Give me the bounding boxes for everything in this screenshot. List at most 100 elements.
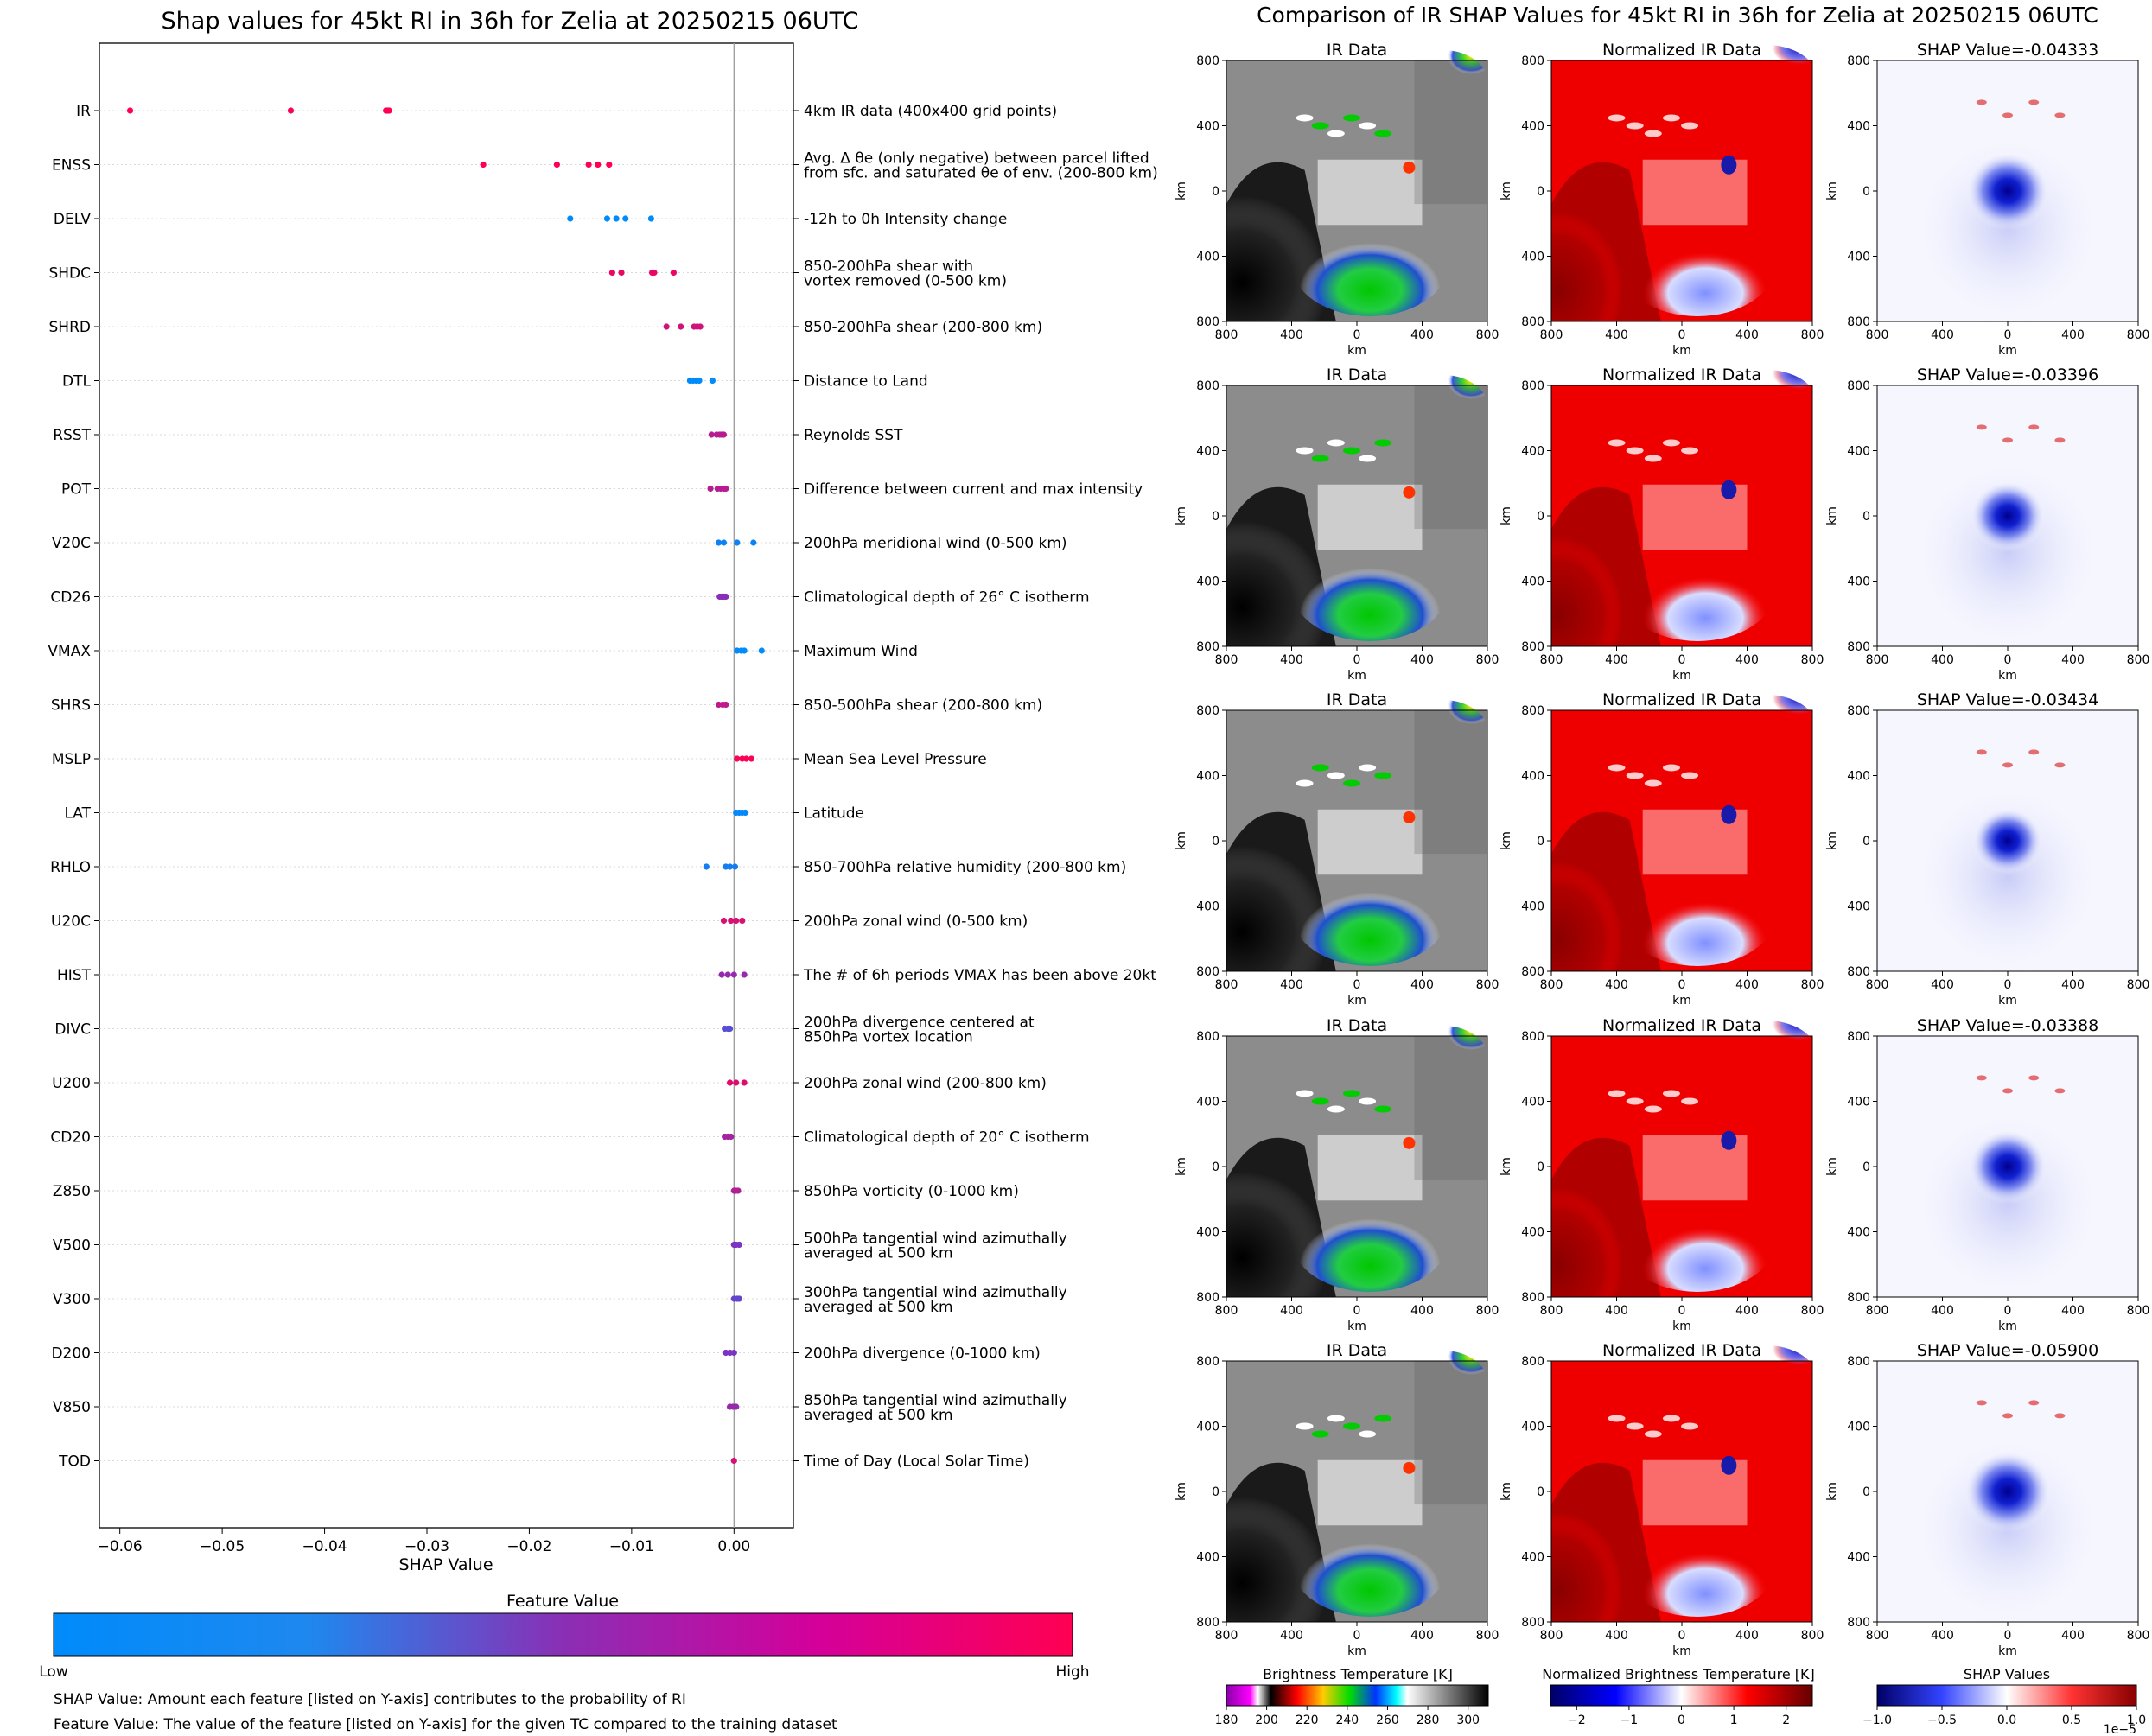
feature-desc-enss: from sfc. and saturated θe of env. (200-… (804, 165, 1158, 182)
panel-y-tick-label: 400 (1521, 1096, 1544, 1110)
panel-y-tick-label: 400 (1196, 1421, 1219, 1434)
panel-x-tick-label: 800 (1476, 653, 1499, 667)
shap-point-cd20 (728, 1133, 735, 1141)
panel-y-axis-label: km (1175, 831, 1188, 850)
x-tick-label: −0.03 (404, 1538, 449, 1555)
feature-code-shrs: SHRS (51, 697, 91, 715)
norm-cloud-fleck (1644, 1430, 1662, 1438)
panel-x-tick-label: 800 (1801, 978, 1824, 992)
footnote-feature: Feature Value: The value of the feature … (54, 1716, 837, 1733)
panel-y-tick-label: 400 (1196, 900, 1219, 914)
normalized-ir-panel: 80080040040000400400800800kmkmNormalized… (1499, 690, 1824, 1008)
panel-y-axis-label: km (1825, 181, 1839, 200)
panel-y-tick-label: 400 (1847, 251, 1870, 264)
norm-cloud-fleck (1626, 1422, 1644, 1430)
panel-y-tick-label: 800 (1521, 379, 1544, 393)
feature-code-vmax: VMAX (48, 643, 91, 660)
panel-y-tick-label: 800 (1521, 54, 1544, 68)
norm-cold-spot (1721, 804, 1737, 824)
panel-y-axis-label: km (1175, 181, 1188, 200)
shap-point-enss (585, 161, 592, 169)
feature-description-labels: 4km IR data (400x400 grid points) Avg. Δ … (803, 103, 1158, 1471)
panel-x-axis-label: km (1672, 1319, 1691, 1333)
panel-y-tick-label: 400 (1521, 120, 1544, 134)
shap-point-rsst (708, 431, 715, 438)
ir-cloud-fleck (1359, 1430, 1377, 1438)
panel-x-axis-label: km (1347, 669, 1366, 683)
norm-cloud-fleck (1681, 122, 1699, 130)
panel-y-tick-label: 800 (1847, 1030, 1870, 1044)
shap-point-ir (287, 107, 295, 114)
panel-y-tick-label: 800 (1196, 965, 1219, 979)
panel-x-tick-label: 400 (1931, 653, 1954, 667)
panel-y-tick-label: 800 (1847, 1355, 1870, 1369)
feature-desc-ir: 4km IR data (400x400 grid points) (804, 103, 1057, 120)
panel-x-tick-label: 400 (2061, 653, 2085, 667)
panel-x-tick-label: 0 (1353, 653, 1361, 667)
panel-x-tick-label: 800 (1801, 1629, 1824, 1643)
panel-x-tick-label: 800 (1215, 653, 1238, 667)
norm-convection-top (1713, 1345, 1818, 1414)
feature-code-cd20: CD20 (50, 1129, 91, 1147)
feature-gradient-bar (53, 1612, 1073, 1657)
panel-x-tick-label: 400 (1280, 978, 1303, 992)
panel-x-tick-label: 0 (1353, 1304, 1361, 1318)
colorbar-tick-label: 2 (1782, 1714, 1790, 1727)
feature-desc-lat: Latitude (804, 805, 864, 823)
panel-y-tick-label: 0 (1212, 835, 1219, 849)
ir-convection (1291, 1512, 1448, 1617)
norm-cloud-fleck (1644, 130, 1662, 137)
feature-code-divc: DIVC (54, 1021, 91, 1039)
shap-point-u20c (739, 917, 746, 925)
bt-colorbar-label: Brightness Temperature [K] (1263, 1666, 1453, 1682)
colorbar-ticks: 180 200 220 240 260 280 300 −2 −1 0 1 2 −1.0 −0.5 0.0 0… (1215, 1706, 2146, 1727)
x-tick-label: −0.06 (98, 1538, 143, 1555)
shap-point-delv (613, 215, 620, 222)
shap-point-v20c (715, 539, 723, 546)
norm-cold-spot (1721, 1455, 1737, 1475)
shap-point-vmax (741, 647, 748, 654)
shap-point-cd26 (723, 593, 729, 601)
ir-cloud-fleck (1359, 764, 1377, 772)
shap-map-title: SHAP Value=-0.05900 (1917, 1341, 2098, 1360)
panel-y-tick-label: 0 (1537, 185, 1544, 199)
shap-point-hist (724, 971, 731, 978)
panel-x-tick-label: 400 (1931, 978, 1954, 992)
panel-y-tick-label: 0 (1212, 1161, 1219, 1174)
shap-positive-fleck (1976, 99, 1987, 105)
shap-point-ir (385, 107, 392, 114)
panel-x-tick-label: 400 (1280, 653, 1303, 667)
shap-positive-fleck (2054, 1088, 2066, 1094)
panel-x-tick-label: 800 (1801, 328, 1824, 342)
panel-x-tick-label: 400 (1410, 978, 1434, 992)
shap-positive-fleck (2002, 1088, 2013, 1094)
ir-dark-strip (1414, 1361, 1487, 1505)
panel-y-tick-label: 800 (1196, 315, 1219, 329)
feature-code-rhlo: RHLO (50, 859, 91, 876)
bt-colorbar (1226, 1684, 1489, 1707)
panel-y-tick-label: 400 (1196, 1551, 1219, 1565)
panel-x-tick-label: 800 (2127, 653, 2150, 667)
panel-x-tick-label: 0 (1678, 978, 1686, 992)
ir-hot-spot (1403, 161, 1416, 174)
panel-y-tick-label: 400 (1847, 1551, 1870, 1565)
shap-point-divc (726, 1025, 734, 1033)
panel-y-tick-label: 800 (1196, 54, 1219, 68)
panel-y-tick-label: 400 (1521, 900, 1544, 914)
panel-y-tick-label: 0 (1862, 1485, 1870, 1499)
panel-y-tick-label: 400 (1196, 251, 1219, 264)
norm-cloud-fleck (1681, 447, 1699, 455)
feature-desc-rhlo: 850-700hPa relative humidity (200-800 km… (804, 859, 1126, 876)
panel-y-tick-label: 800 (1847, 640, 1870, 654)
panel-x-axis-label: km (1998, 1319, 2017, 1333)
panel-y-tick-label: 400 (1847, 900, 1870, 914)
norm-convection-top (1713, 1020, 1818, 1089)
footnote-shap: SHAP Value: Amount each feature [listed … (54, 1691, 686, 1708)
shap-point-mslp (748, 755, 755, 762)
shap-positive-fleck (1976, 1400, 1987, 1406)
ir-dark-strip (1414, 1036, 1487, 1180)
panel-x-axis-label: km (1347, 344, 1366, 358)
panel-y-tick-label: 800 (1196, 1355, 1219, 1369)
